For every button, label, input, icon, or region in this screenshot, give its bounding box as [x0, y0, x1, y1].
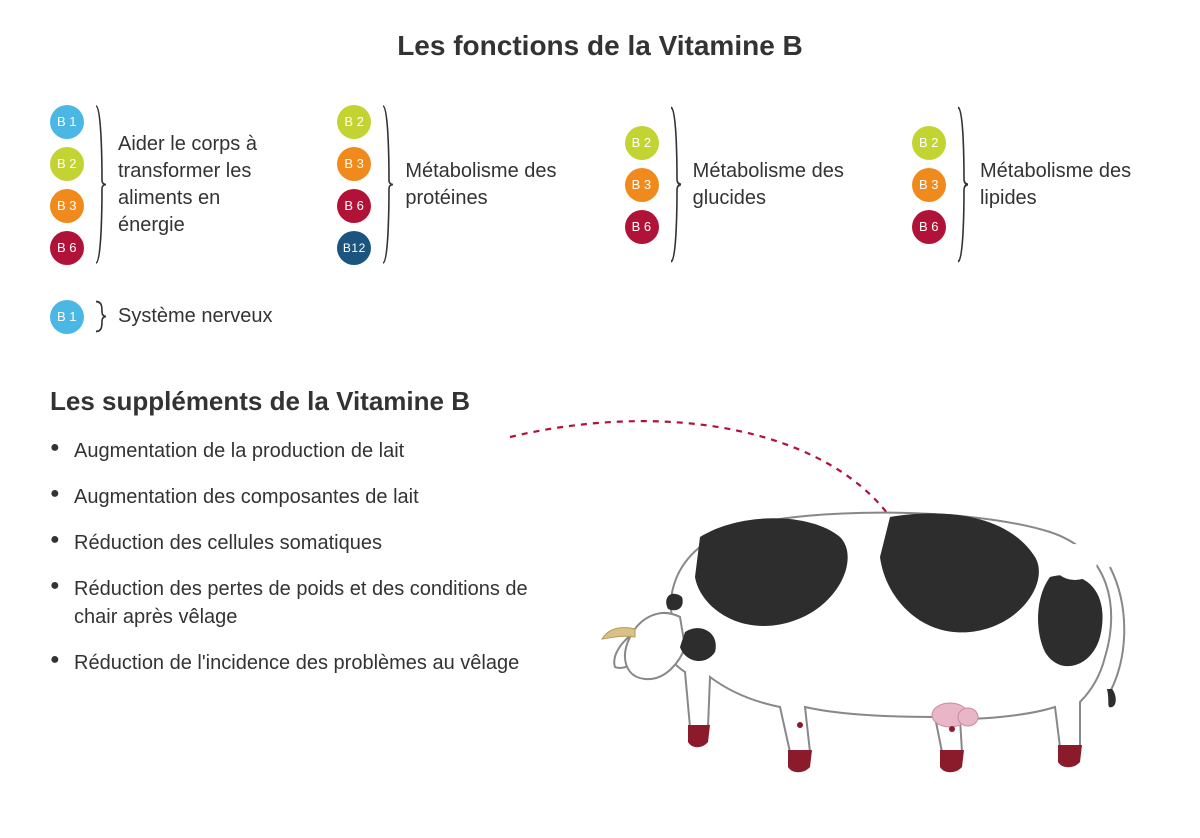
badges-column: B 2 B 3 B 6	[912, 126, 946, 244]
function-text: Métabolisme des glucides	[693, 158, 863, 212]
function-group-nervous: B 1 Système nerveux	[50, 297, 273, 336]
vitamin-badge-b2: B 2	[912, 126, 946, 160]
vitamin-badge-b2: B 2	[625, 126, 659, 160]
function-text: Aider le corps à transformer les aliment…	[118, 131, 288, 239]
bracket-icon	[94, 297, 108, 336]
bullet-item: Augmentation de la production de lait	[50, 437, 530, 465]
function-group-0: B 1 B 2 B 3 B 6 Aider le corps à transforme…	[50, 102, 288, 267]
vitamin-badge-b2: B 2	[337, 105, 371, 139]
supplements-bullets: Augmentation de la production de lait Aug…	[50, 437, 530, 695]
vitamin-badge-b6: B 6	[50, 231, 84, 265]
bullet-item: Augmentation des composantes de lait	[50, 483, 530, 511]
vitamin-badge-b12: B12	[337, 231, 371, 265]
function-group-2: B 2 B 3 B 6 Métabolisme des glucides	[625, 102, 863, 267]
bullet-item: Réduction des pertes de poids et des con…	[50, 575, 530, 631]
vitamin-badge-b3: B 3	[625, 168, 659, 202]
supplements-subtitle: Les suppléments de la Vitamine B	[50, 386, 1150, 417]
vitamin-badge-b3: B 3	[337, 147, 371, 181]
bracket-icon	[94, 102, 108, 267]
vitamin-badge-b3: B 3	[912, 168, 946, 202]
function-text: Métabolisme des protéines	[405, 158, 575, 212]
bottom-section: Augmentation de la production de lait Aug…	[50, 437, 1150, 797]
vitamin-badge-b6: B 6	[912, 210, 946, 244]
vitamin-badge-b6: B 6	[625, 210, 659, 244]
badges-column: B 2 B 3 B 6	[625, 126, 659, 244]
function-text: Système nerveux	[118, 303, 273, 330]
vitamin-badge-b2: B 2	[50, 147, 84, 181]
bullet-item: Réduction des cellules somatiques	[50, 529, 530, 557]
nervous-system-group: B 1 Système nerveux	[50, 297, 1150, 336]
bullet-list: Augmentation de la production de lait Aug…	[50, 437, 530, 677]
badges-column: B 2 B 3 B 6 B12	[337, 105, 371, 265]
functions-row: B 1 B 2 B 3 B 6 Aider le corps à transforme…	[50, 102, 1150, 267]
vitamin-badge-b1: B 1	[50, 300, 84, 334]
vitamin-badge-b3: B 3	[50, 189, 84, 223]
bullet-item: Réduction de l'incidence des problèmes a…	[50, 649, 530, 677]
bracket-icon	[956, 102, 970, 267]
cow-illustration-area	[550, 437, 1150, 797]
bracket-icon	[381, 102, 395, 267]
function-group-1: B 2 B 3 B 6 B12 Métabolisme des protéines	[337, 102, 575, 267]
bracket-icon	[669, 102, 683, 267]
function-text: Métabolisme des lipides	[980, 158, 1150, 212]
vitamin-badge-b1: B 1	[50, 105, 84, 139]
page-title: Les fonctions de la Vitamine B	[50, 30, 1150, 62]
cow-icon	[590, 457, 1150, 797]
badges-column: B 1	[50, 300, 84, 334]
function-group-3: B 2 B 3 B 6 Métabolisme des lipides	[912, 102, 1150, 267]
vitamin-badge-b6: B 6	[337, 189, 371, 223]
badges-column: B 1 B 2 B 3 B 6	[50, 105, 84, 265]
